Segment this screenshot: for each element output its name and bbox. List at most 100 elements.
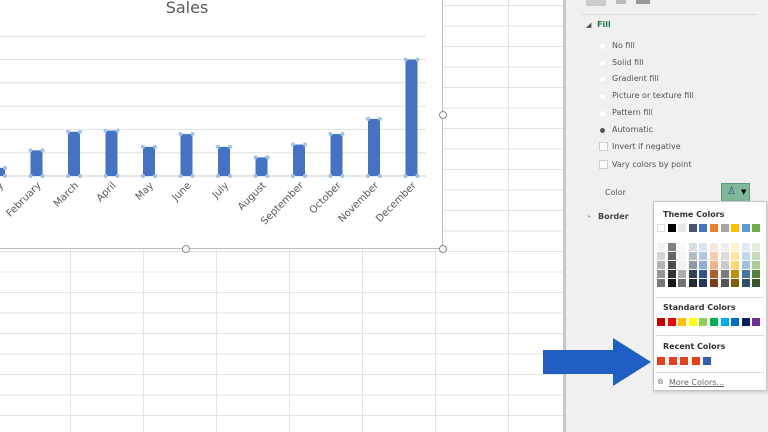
standard-swatch[interactable] [667, 318, 676, 326]
checkbox-0[interactable] [599, 142, 608, 151]
theme-shade-swatch[interactable] [688, 243, 697, 251]
radio-3[interactable] [600, 94, 605, 100]
standard-swatch[interactable] [752, 318, 761, 326]
fill-line-tab-icon[interactable] [586, 0, 606, 6]
bar-may[interactable] [143, 146, 155, 176]
theme-shade-swatch[interactable] [688, 279, 697, 287]
theme-shade-swatch[interactable] [752, 261, 761, 269]
theme-shade-swatch[interactable] [720, 270, 729, 278]
theme-shade-swatch[interactable] [720, 261, 729, 269]
chart-title[interactable]: Sales [166, 0, 209, 17]
theme-shade-swatch[interactable] [731, 279, 740, 287]
theme-shade-swatch[interactable] [720, 279, 729, 287]
recent-swatch[interactable] [703, 357, 711, 365]
theme-shade-swatch[interactable] [688, 252, 697, 260]
theme-shade-swatch[interactable] [752, 252, 761, 260]
theme-shade-swatch[interactable] [699, 243, 708, 251]
theme-shade-swatch[interactable] [741, 279, 750, 287]
theme-shade-swatch[interactable] [678, 252, 687, 260]
color-picker-button[interactable]: ♙ ▼ [721, 183, 750, 202]
theme-shade-swatch[interactable] [731, 261, 740, 269]
standard-swatch[interactable] [699, 318, 708, 326]
theme-swatch[interactable] [688, 224, 697, 232]
bar-december[interactable] [405, 59, 418, 177]
theme-shade-swatch[interactable] [731, 270, 740, 278]
bar-september[interactable] [293, 144, 305, 176]
theme-shade-swatch[interactable] [657, 279, 665, 287]
theme-swatch[interactable] [752, 224, 761, 232]
fill-option-label[interactable]: No fill [612, 41, 635, 50]
standard-swatch[interactable] [741, 318, 750, 326]
bar-april[interactable] [105, 130, 118, 176]
theme-swatch[interactable] [731, 224, 740, 232]
theme-shade-swatch[interactable] [657, 261, 665, 269]
theme-shade-swatch[interactable] [731, 252, 740, 260]
theme-swatch[interactable] [710, 224, 718, 232]
fill-header[interactable]: Fill [597, 20, 611, 29]
theme-shade-swatch[interactable] [710, 270, 718, 278]
fill-option-label[interactable]: Picture or texture fill [612, 91, 694, 101]
resize-handle-corner[interactable] [439, 245, 447, 253]
bar-july[interactable] [218, 146, 230, 176]
theme-shade-swatch[interactable] [710, 261, 718, 269]
bar-november[interactable] [368, 118, 380, 176]
fill-option-label[interactable]: Gradient fill [612, 74, 659, 84]
theme-swatch[interactable] [657, 224, 665, 232]
standard-swatch[interactable] [731, 318, 740, 326]
theme-shade-swatch[interactable] [720, 243, 729, 251]
bar-february[interactable] [30, 150, 43, 176]
bar-january[interactable] [0, 167, 5, 176]
effects-tab-icon[interactable] [616, 0, 626, 4]
standard-swatch[interactable] [657, 318, 665, 326]
radio-0[interactable] [600, 44, 605, 49]
bar-march[interactable] [68, 131, 80, 176]
theme-shade-swatch[interactable] [667, 270, 676, 278]
sales-chart[interactable]: Sales January February March April May June Jul… [0, 0, 443, 249]
theme-shade-swatch[interactable] [699, 279, 708, 287]
standard-swatch[interactable] [678, 318, 687, 326]
standard-swatch[interactable] [688, 318, 697, 326]
theme-shade-swatch[interactable] [678, 279, 687, 287]
resize-handle-right[interactable] [439, 111, 447, 119]
theme-shade-swatch[interactable] [657, 243, 665, 251]
theme-shade-swatch[interactable] [710, 252, 718, 260]
theme-shade-swatch[interactable] [688, 270, 697, 278]
bar-august[interactable] [255, 157, 268, 176]
radio-5[interactable] [600, 127, 605, 133]
theme-shade-swatch[interactable] [699, 270, 708, 278]
recent-swatch[interactable] [668, 357, 677, 365]
bar-june[interactable] [180, 134, 193, 176]
radio-4[interactable] [600, 110, 605, 116]
theme-shade-swatch[interactable] [667, 261, 676, 269]
theme-shade-swatch[interactable] [657, 270, 665, 278]
theme-shade-swatch[interactable] [678, 261, 687, 269]
fill-option-label[interactable]: Pattern fill [612, 107, 653, 117]
radio-1[interactable] [600, 60, 605, 66]
theme-swatch[interactable] [667, 224, 676, 232]
more-colors-link[interactable]: More Colors... [669, 378, 725, 387]
theme-shade-swatch[interactable] [752, 243, 761, 251]
theme-shade-swatch[interactable] [699, 261, 708, 269]
radio-2[interactable] [600, 77, 605, 83]
border-header[interactable]: Border [598, 212, 629, 221]
theme-shade-swatch[interactable] [741, 270, 750, 278]
recent-swatch[interactable] [657, 357, 665, 365]
theme-swatch[interactable] [699, 224, 708, 232]
theme-shade-swatch[interactable] [699, 252, 708, 260]
theme-shade-swatch[interactable] [741, 243, 750, 251]
theme-swatch[interactable] [741, 224, 750, 232]
series-options-tab-icon[interactable] [636, 0, 650, 4]
theme-shade-swatch[interactable] [720, 252, 729, 260]
theme-shade-swatch[interactable] [741, 252, 750, 260]
theme-swatch[interactable] [720, 224, 729, 232]
theme-shade-swatch[interactable] [678, 270, 687, 278]
standard-swatch[interactable] [710, 318, 718, 326]
theme-shade-swatch[interactable] [688, 261, 697, 269]
checkbox-1[interactable] [599, 160, 608, 169]
standard-swatch[interactable] [720, 318, 729, 326]
theme-shade-swatch[interactable] [731, 243, 740, 251]
fill-option-label[interactable]: Solid fill [612, 57, 644, 67]
bar-october[interactable] [330, 134, 343, 176]
theme-shade-swatch[interactable] [710, 279, 718, 287]
fill-option-label[interactable]: Automatic [612, 124, 654, 134]
